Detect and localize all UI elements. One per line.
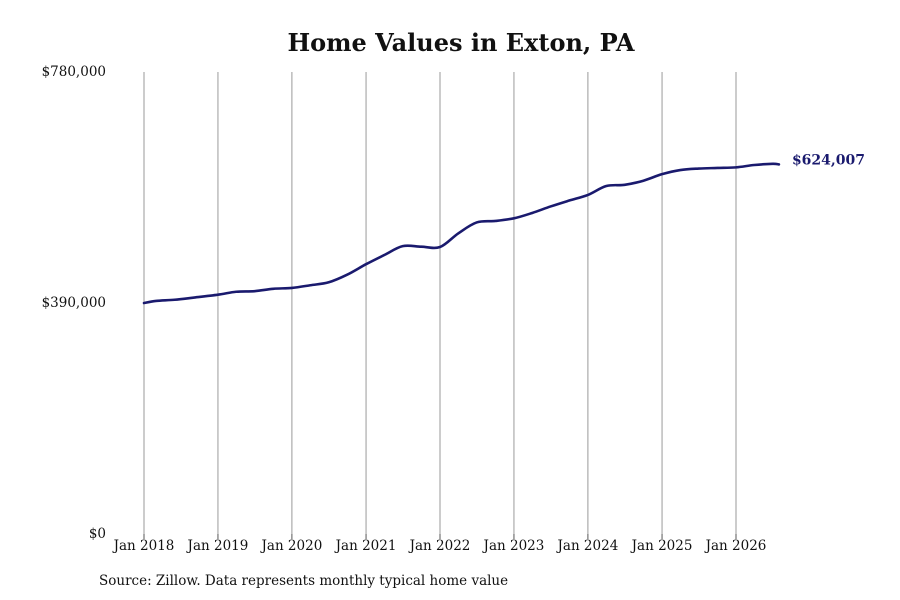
x-tick-label: Jan 2020	[259, 538, 322, 554]
y-tick-label: $0	[89, 526, 106, 542]
annotation-layer: $624,007	[792, 152, 865, 168]
series-layer	[142, 162, 781, 305]
x-axis-ticks: Jan 2018 Jan 2019 Jan 2020 Jan 2021 Jan 2022…	[112, 534, 767, 554]
end-value-label: $624,007	[792, 152, 865, 168]
y-tick-label: $780,000	[42, 64, 106, 80]
x-tick-label: Jan 2023	[482, 538, 545, 554]
gridlines	[143, 72, 737, 534]
x-tick-label: Jan 2021	[334, 538, 397, 554]
x-tick-label: Jan 2022	[408, 538, 471, 554]
x-tick-label: Jan 2019	[186, 538, 249, 554]
x-tick-label: Jan 2026	[704, 538, 767, 554]
chart-title: Home Values in Exton, PA	[287, 28, 635, 57]
source-note: Source: Zillow. Data represents monthly …	[99, 573, 509, 589]
y-tick-label: $390,000	[42, 295, 106, 311]
x-tick-label: Jan 2024	[555, 538, 618, 554]
y-axis-ticks: $0 $390,000 $780,000	[42, 64, 106, 542]
x-tick-label: Jan 2025	[630, 538, 693, 554]
series-line-0	[142, 162, 781, 305]
x-tick-label: Jan 2018	[112, 538, 175, 554]
